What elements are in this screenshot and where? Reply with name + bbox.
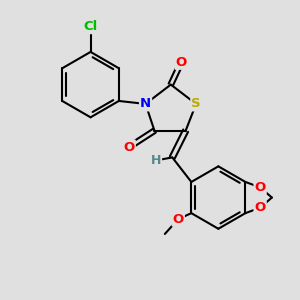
Text: H: H	[151, 154, 161, 167]
Text: S: S	[191, 98, 201, 110]
Text: O: O	[254, 201, 266, 214]
Text: O: O	[176, 56, 187, 69]
Text: O: O	[124, 140, 135, 154]
Text: Cl: Cl	[83, 20, 98, 33]
Text: O: O	[172, 213, 184, 226]
Text: N: N	[140, 98, 151, 110]
Text: O: O	[254, 181, 266, 194]
